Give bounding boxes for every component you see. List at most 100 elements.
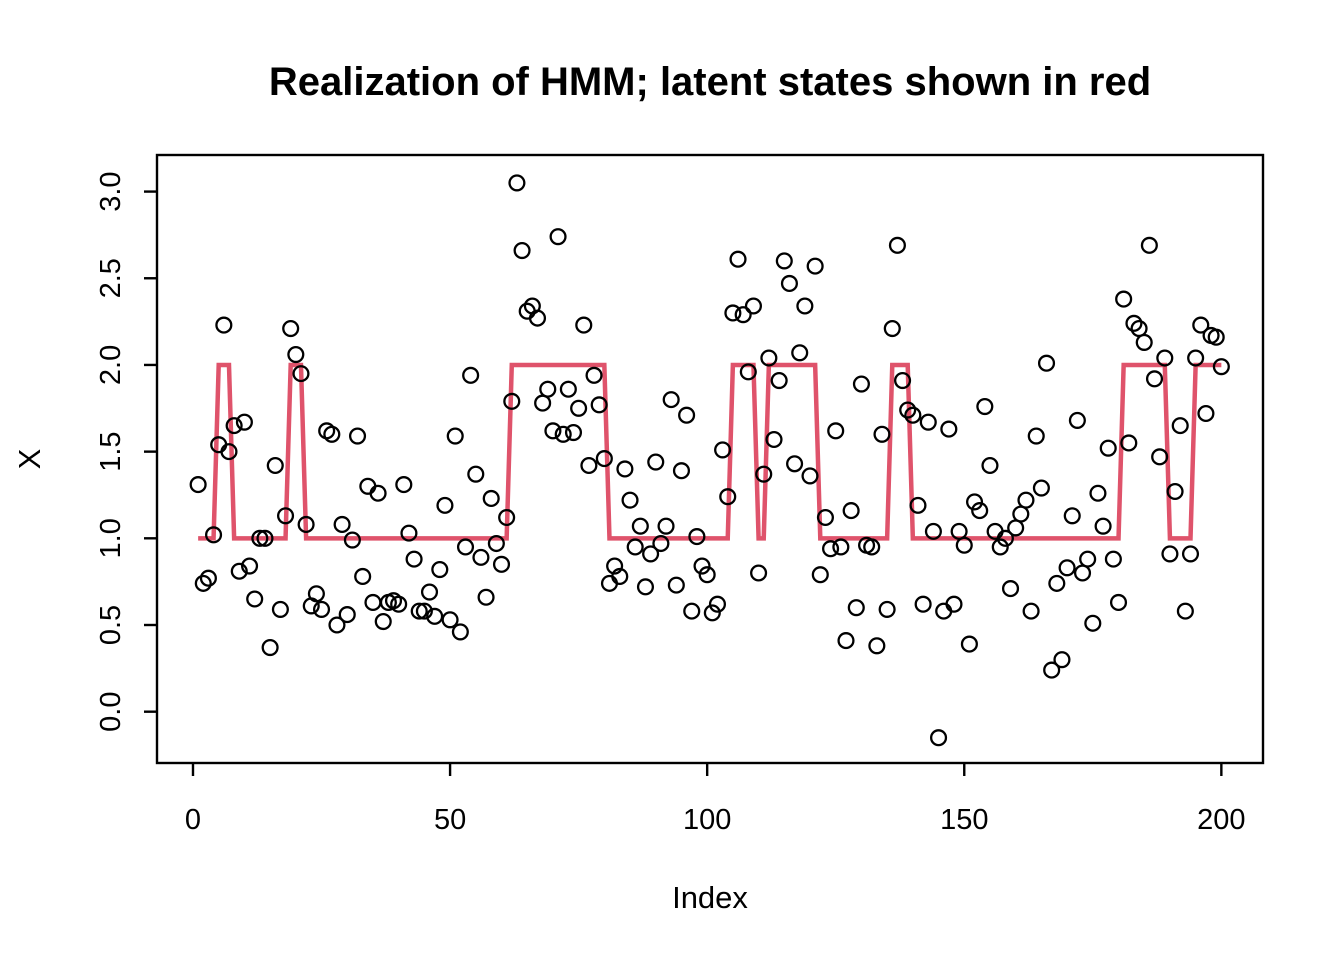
data-point-circle	[811, 566, 829, 584]
data-point-circle	[744, 297, 762, 315]
plot-box	[155, 153, 1265, 765]
data-point-circle	[734, 306, 752, 324]
data-point-circle	[600, 574, 619, 592]
data-point-circle	[287, 345, 305, 364]
data-point-circle	[1145, 370, 1164, 388]
data-point-circle	[410, 602, 428, 620]
data-point-circle	[606, 557, 624, 575]
data-point-circle	[657, 517, 675, 535]
data-point-circle	[1012, 505, 1030, 523]
data-point-circle	[462, 366, 480, 384]
data-point-circle	[441, 611, 459, 629]
data-point-circle	[1053, 651, 1071, 669]
data-point-circle	[1176, 602, 1194, 620]
data-point-circle	[534, 394, 552, 412]
data-point-circle	[894, 372, 912, 390]
y-tick-label: 2.5	[95, 258, 127, 298]
data-point-circle	[323, 425, 341, 443]
data-point-circle	[662, 391, 680, 409]
data-point-circle	[1109, 593, 1128, 612]
data-point-circle	[189, 476, 207, 494]
data-point-circle	[436, 496, 454, 514]
x-tick-label: 50	[434, 804, 466, 836]
data-point-circle	[498, 508, 516, 527]
data-point-circle	[852, 375, 870, 393]
data-point-circle	[703, 604, 721, 622]
data-point-circle	[945, 595, 963, 613]
data-point-circle	[1212, 358, 1230, 376]
data-point-circle	[431, 560, 449, 579]
data-point-circle	[230, 562, 248, 580]
data-point-circle	[1022, 602, 1040, 620]
data-point-circle	[513, 241, 531, 260]
data-point-circle	[487, 534, 505, 553]
data-point-circle	[760, 349, 778, 367]
data-point-circle	[415, 602, 433, 620]
data-point-circle	[395, 476, 413, 494]
data-point-circle	[647, 453, 665, 471]
data-point-circle	[1207, 328, 1225, 346]
y-tick-label: 2.0	[95, 345, 127, 385]
data-point-circle	[241, 557, 259, 575]
data-point-circle	[924, 522, 942, 540]
data-point-circle	[976, 398, 994, 416]
data-point-circle	[261, 638, 279, 657]
data-point-circle	[328, 616, 346, 634]
data-point-circle	[1156, 349, 1174, 367]
data-point-circle	[1089, 484, 1107, 502]
data-point-circle	[780, 274, 798, 293]
data-point-circle	[570, 399, 588, 417]
data-point-circle	[215, 316, 233, 334]
data-point-circle	[528, 309, 547, 327]
data-point-circle	[1037, 354, 1056, 372]
data-point-circle	[354, 567, 372, 586]
data-point-circle	[827, 422, 845, 440]
data-point-circle	[544, 422, 562, 440]
data-point-circle	[991, 538, 1009, 556]
x-tick-label: 200	[1197, 804, 1245, 836]
data-point-circle	[1187, 349, 1205, 367]
data-point-circle	[348, 427, 367, 445]
y-tick-label: 3.0	[95, 171, 127, 211]
data-point-circle	[1161, 545, 1179, 563]
data-point-circle	[271, 600, 289, 618]
data-point-circle	[878, 600, 896, 618]
data-point-circle	[672, 462, 691, 480]
data-point-circle	[1166, 482, 1184, 501]
y-axis-title: X	[12, 448, 47, 469]
data-point-circle	[899, 401, 917, 419]
data-point-circle	[246, 590, 264, 608]
data-point-circle	[883, 319, 901, 338]
data-point-circle	[508, 174, 526, 192]
data-point-circle	[384, 592, 403, 610]
data-point-circle	[307, 585, 325, 603]
data-point-circle	[1048, 574, 1066, 592]
data-point-circle	[333, 515, 351, 533]
data-point-circle	[724, 304, 742, 322]
y-tick-label: 1.0	[95, 518, 127, 558]
data-point-circle	[739, 363, 757, 381]
data-point-circle	[364, 593, 382, 612]
data-point-circle	[837, 632, 855, 650]
data-point-circle	[750, 564, 768, 582]
data-point-circle	[965, 493, 984, 511]
data-point-circle	[1197, 404, 1215, 423]
data-point-circle	[539, 380, 557, 398]
data-point-circle	[796, 297, 814, 315]
data-point-circle	[631, 517, 649, 535]
data-point-circle	[873, 425, 891, 443]
y-tick-label: 0.0	[95, 692, 127, 732]
data-point-circle	[220, 443, 238, 461]
data-point-circle	[318, 422, 336, 440]
data-point-circle	[1151, 448, 1169, 466]
data-point-circle	[786, 455, 804, 473]
x-axis-title: Index	[672, 880, 748, 915]
data-point-circle	[791, 344, 809, 362]
data-point-circle	[765, 430, 783, 449]
data-point-circle	[888, 236, 906, 254]
data-point-circle	[611, 567, 629, 586]
data-point-circle	[847, 599, 865, 617]
data-point-circle	[251, 529, 269, 547]
data-point-circle	[559, 380, 577, 398]
data-point-circle	[832, 538, 850, 556]
